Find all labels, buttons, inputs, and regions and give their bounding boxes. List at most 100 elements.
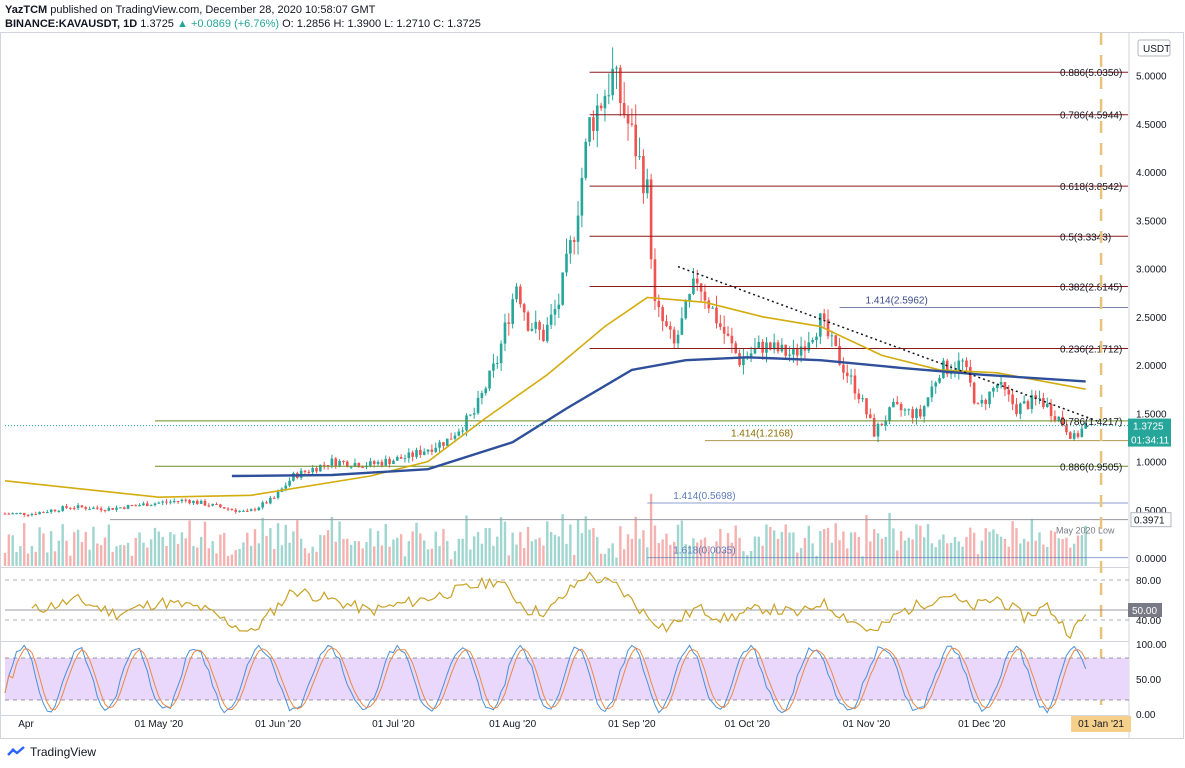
volume-bar <box>549 531 553 566</box>
volume-bar <box>1049 530 1053 566</box>
volume-bar <box>753 536 757 566</box>
candle-body <box>642 156 645 194</box>
volume-bar <box>638 538 641 566</box>
footer-brand[interactable]: TradingView <box>30 745 97 759</box>
volume-bar <box>434 531 437 566</box>
descending-trendline[interactable] <box>677 265 1098 422</box>
candle-body <box>484 388 488 394</box>
candle-body <box>307 471 311 473</box>
volume-bar <box>676 524 680 566</box>
volume-bar <box>788 532 791 566</box>
volume-bar <box>65 540 68 566</box>
last-price: 1.3725 <box>140 18 174 30</box>
candle-body <box>149 505 153 507</box>
candle-body <box>622 103 626 115</box>
time-tick-5: 01 Sep '20 <box>608 719 656 730</box>
author-name[interactable]: YazTCM <box>5 4 48 16</box>
volume-bar <box>342 538 345 566</box>
volume-bar <box>515 544 518 566</box>
candle-body <box>434 447 438 452</box>
candle-body <box>142 503 145 506</box>
volume-bar <box>888 512 891 566</box>
volume-bar <box>599 553 603 566</box>
volume-bar <box>1038 532 1041 566</box>
volume-bar <box>865 515 868 566</box>
candle-body <box>19 512 22 514</box>
stoch-d-line[interactable] <box>4 647 1087 712</box>
volume-bar <box>415 522 418 566</box>
volume-bar <box>19 546 22 566</box>
candle-body <box>1072 433 1076 439</box>
volume-bar <box>911 539 914 566</box>
ohlc-values: O: 1.2856 H: 1.3900 L: 1.2710 C: 1.3725 <box>282 18 481 30</box>
volume-bar <box>930 543 934 566</box>
volume-bar <box>726 533 730 566</box>
volume-bar <box>834 523 837 566</box>
fib-level-label-7: 0.886(0.9505) <box>1060 462 1122 473</box>
volume-bar <box>642 530 645 566</box>
ma200-line[interactable] <box>231 356 1086 478</box>
ext-level-label-2: 1.414(0.5698) <box>673 491 735 502</box>
volume-bar <box>684 544 687 566</box>
volume-bar <box>349 544 353 566</box>
candle-body <box>1076 433 1080 437</box>
candle-body <box>876 423 880 437</box>
candle-body <box>703 291 707 301</box>
symbol-legend: BINANCE:KAVAUSDT, 1D 1.3725 ▲ +0.0869 (+… <box>5 18 481 30</box>
volume-bar <box>730 542 734 566</box>
candle-body <box>988 391 991 405</box>
candle-body <box>457 431 461 436</box>
candle-body <box>419 449 422 455</box>
volume-bar <box>588 529 591 566</box>
volume-bar <box>796 552 799 566</box>
candle-body <box>1065 425 1068 433</box>
volume-bar <box>15 552 18 566</box>
volume-bar <box>972 532 976 566</box>
tradingview-logo-icon[interactable] <box>6 745 26 759</box>
volume-bar <box>869 541 872 566</box>
volume-bar <box>34 551 37 566</box>
candle-body <box>322 464 326 466</box>
candle-body <box>480 393 484 398</box>
volume-bar <box>446 540 449 566</box>
volume-bar <box>165 545 168 566</box>
volume-bar <box>303 548 307 566</box>
volume-bar <box>96 543 99 566</box>
rsi-line[interactable] <box>31 571 1087 639</box>
candle-body <box>1030 395 1034 409</box>
ma50-line[interactable] <box>4 296 1086 499</box>
candle-body <box>761 341 764 353</box>
candle-body <box>938 377 941 383</box>
volume-bar <box>619 526 622 566</box>
candle-body <box>65 506 68 508</box>
fib-level-label-1: 0.786(4.5944) <box>1060 111 1122 122</box>
volume-bar <box>176 543 180 566</box>
volume-bar <box>323 535 326 566</box>
volume-bar <box>919 525 922 566</box>
candle-body <box>572 240 576 242</box>
symbol-name[interactable]: BINANCE:KAVAUSDT, 1D <box>5 18 138 30</box>
candle-body <box>199 500 203 504</box>
volume-bar <box>319 534 322 566</box>
candle-body <box>511 299 514 324</box>
stoch-k-line[interactable] <box>4 644 1087 714</box>
candle-body <box>922 406 926 417</box>
candle-body <box>461 430 464 432</box>
candle-body <box>292 473 295 481</box>
volume-bar <box>38 527 41 566</box>
volume-bar <box>199 536 203 566</box>
currency-box[interactable] <box>1137 39 1171 57</box>
candle-body <box>1003 382 1007 390</box>
candle-body <box>442 442 445 446</box>
candle-body <box>811 340 814 343</box>
candle-body <box>195 500 199 504</box>
candle-body <box>188 500 191 504</box>
candle-body <box>549 314 553 325</box>
volume-bar <box>953 536 957 566</box>
candle-body <box>46 512 49 514</box>
candle-body <box>653 259 657 302</box>
candle-body <box>276 491 280 498</box>
volume-bar <box>646 547 649 566</box>
fib-level-label-6: 0.786(1.4217) <box>1060 417 1122 428</box>
